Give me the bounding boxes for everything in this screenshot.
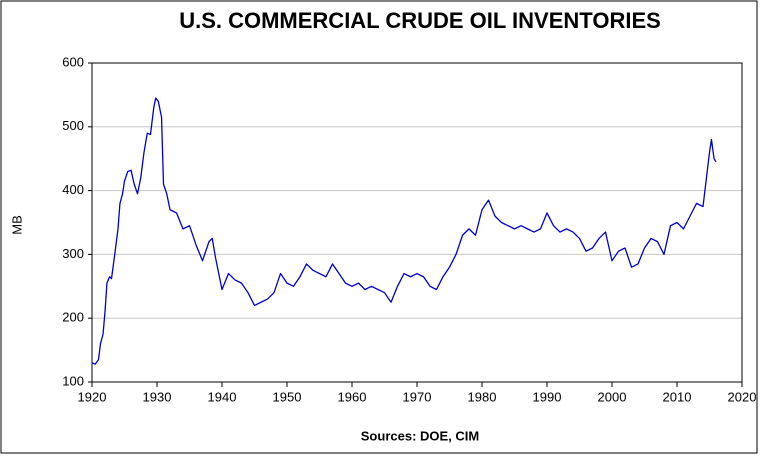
- x-tick-label: 1930: [143, 389, 172, 404]
- x-tick-label: 1950: [273, 389, 302, 404]
- x-tick-label: 2010: [663, 389, 692, 404]
- data-line: [91, 97, 717, 365]
- x-tick-label: 1980: [468, 389, 497, 404]
- x-tick-label: 1990: [533, 389, 562, 404]
- x-tick-label: 1970: [403, 389, 432, 404]
- y-tick-label: 500: [62, 118, 84, 133]
- source-note: Sources: DOE, CIM: [361, 428, 479, 443]
- y-tick-label: 100: [62, 373, 84, 388]
- y-tick-label: 600: [62, 54, 84, 69]
- x-tick-label: 1940: [208, 389, 237, 404]
- x-tick-label: 2020: [728, 389, 757, 404]
- y-axis-label: MB: [9, 215, 24, 235]
- x-tick-label: 1920: [78, 389, 107, 404]
- x-tick-label: 1960: [338, 389, 367, 404]
- y-tick-label: 300: [62, 246, 84, 261]
- x-tick-label: 2000: [598, 389, 627, 404]
- y-tick-label: 400: [62, 182, 84, 197]
- chart-title: U.S. COMMERCIAL CRUDE OIL INVENTORIES: [179, 8, 661, 33]
- plot-area: [91, 62, 743, 383]
- y-tick-label: 200: [62, 310, 84, 325]
